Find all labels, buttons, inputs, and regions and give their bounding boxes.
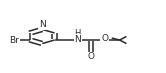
Text: Br: Br <box>9 36 19 45</box>
Text: O: O <box>88 52 95 61</box>
Text: N: N <box>74 35 81 44</box>
Text: O: O <box>101 34 108 43</box>
Text: H: H <box>75 29 81 38</box>
Text: N: N <box>39 20 46 29</box>
